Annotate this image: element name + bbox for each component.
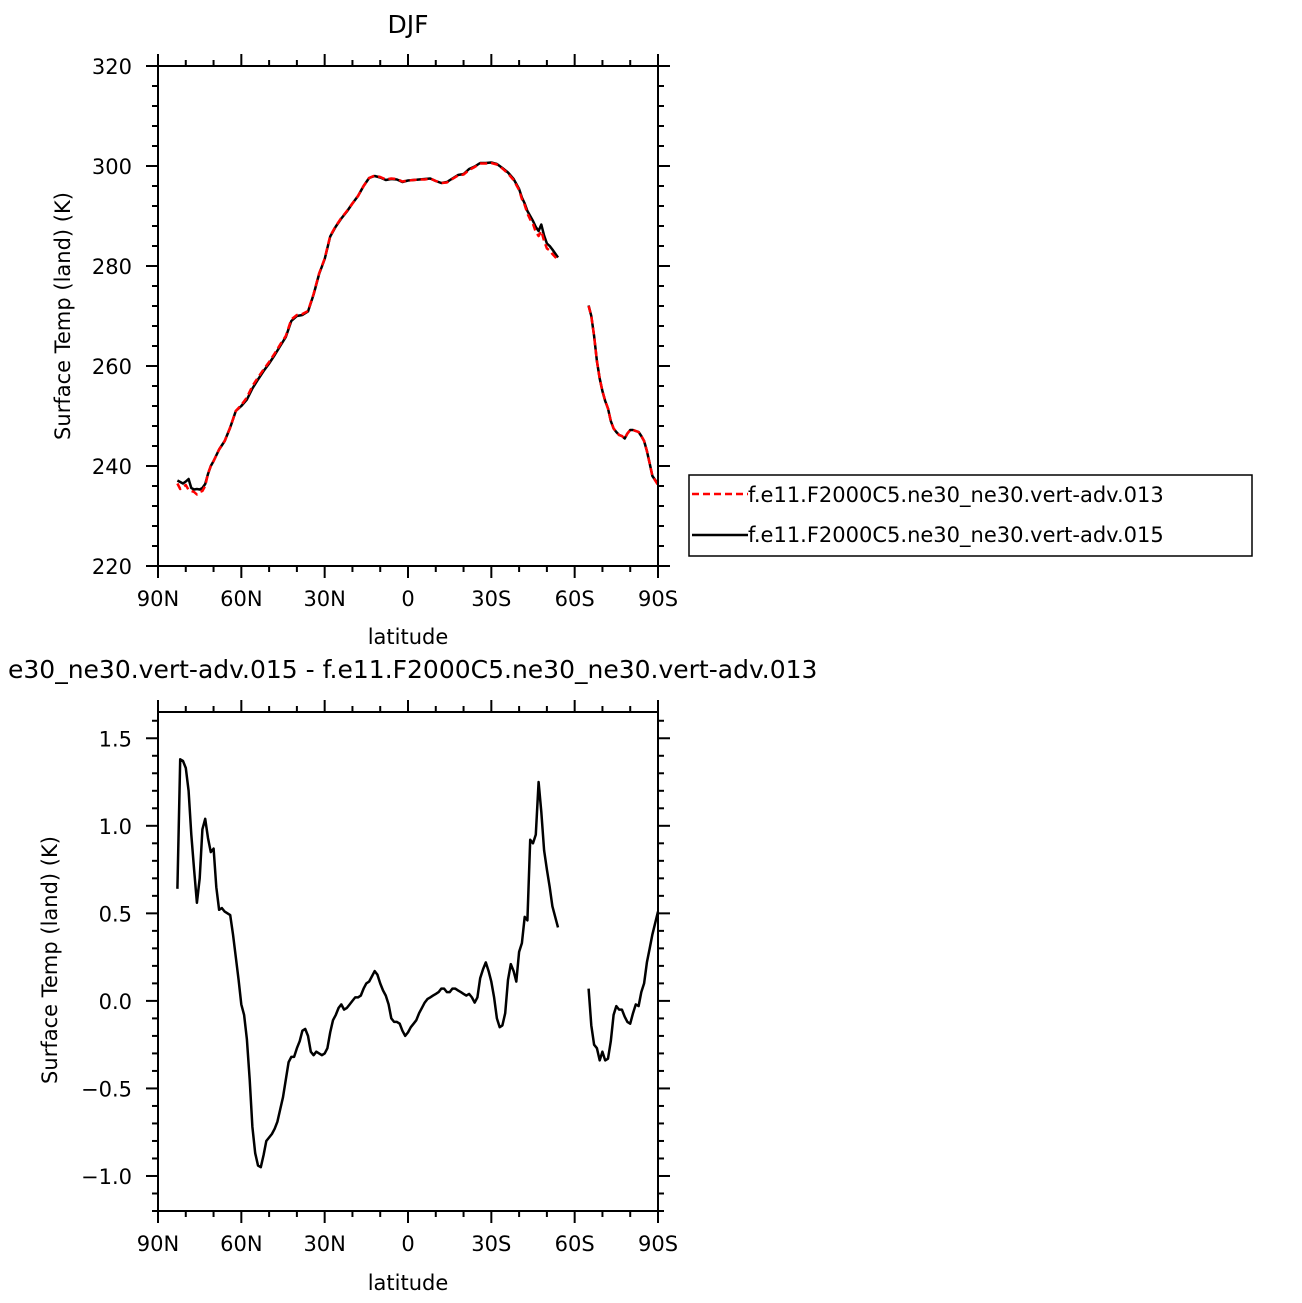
bottom-plot-lines <box>176 758 660 1169</box>
bottom-panel: e30_ne30.vert-adv.015 - f.e11.F2000C5.ne… <box>8 655 817 1295</box>
top-x-tick-label: 30N <box>303 587 345 611</box>
top-series-0-line <box>587 305 660 486</box>
top-x-tick-label: 90S <box>638 587 678 611</box>
bottom-y-tick-label: 1.5 <box>99 727 132 751</box>
top-x-tick-label: 60S <box>555 587 595 611</box>
legend: f.e11.F2000C5.ne30_ne30.vert-adv.013 f.e… <box>688 474 1253 557</box>
top-axis-ticks: 90N 60N 30N 0 30S 60S 90S 220 240 260 280 300 320 <box>92 54 678 611</box>
top-series-1-line <box>176 161 560 491</box>
bottom-axis-ticks: 90N 60N 30N 0 30S 60S 90S −1.0 −0.5 0.0 0.5 1.0 1.5 <box>81 700 678 1256</box>
bottom-plot-frame <box>157 711 659 1212</box>
top-y-tick-label: 260 <box>92 355 132 379</box>
top-x-tick-label: 60N <box>220 587 262 611</box>
bottom-x-tick-label: 90N <box>137 1232 179 1256</box>
top-plot-frame <box>157 65 659 567</box>
top-y-tick-label: 240 <box>92 455 132 479</box>
bottom-x-tick-label: 60S <box>555 1232 595 1256</box>
legend-label-013: f.e11.F2000C5.ne30_ne30.vert-adv.013 <box>748 483 1164 508</box>
top-panel: DJF latitude Surface Temp (land) (K) 90N… <box>51 10 1253 649</box>
bottom-y-axis-label: Surface Temp (land) (K) <box>38 836 62 1084</box>
top-series-0-line <box>176 161 559 496</box>
bottom-series-0-line <box>587 911 660 1062</box>
bottom-series-0-line <box>176 758 560 1169</box>
bottom-y-tick-label: 0.5 <box>99 902 132 926</box>
top-y-tick-label: 320 <box>92 55 132 79</box>
bottom-y-tick-label: 1.0 <box>99 815 132 839</box>
top-x-axis-label: latitude <box>368 625 449 649</box>
top-x-tick-label: 30S <box>471 587 511 611</box>
bottom-x-tick-label: 30N <box>303 1232 345 1256</box>
legend-label-015: f.e11.F2000C5.ne30_ne30.vert-adv.015 <box>748 523 1164 548</box>
top-series-1-line <box>587 305 660 485</box>
top-y-tick-label: 300 <box>92 155 132 179</box>
bottom-x-axis-label: latitude <box>368 1271 449 1295</box>
bottom-x-tick-label: 0 <box>401 1232 414 1256</box>
bottom-x-tick-label: 90S <box>638 1232 678 1256</box>
bottom-chart-title: e30_ne30.vert-adv.015 - f.e11.F2000C5.ne… <box>8 655 817 684</box>
top-chart-title: DJF <box>387 10 428 39</box>
top-y-axis-label: Surface Temp (land) (K) <box>51 192 75 440</box>
bottom-x-tick-label: 30S <box>471 1232 511 1256</box>
legend-box <box>688 474 1253 557</box>
bottom-y-tick-label: 0.0 <box>99 990 132 1014</box>
bottom-x-tick-label: 60N <box>220 1232 262 1256</box>
bottom-y-tick-label: −1.0 <box>81 1165 132 1189</box>
top-plot-lines <box>176 161 660 496</box>
top-x-tick-label: 90N <box>137 587 179 611</box>
top-y-tick-label: 280 <box>92 255 132 279</box>
top-x-tick-label: 0 <box>401 587 414 611</box>
top-y-tick-label: 220 <box>92 555 132 579</box>
bottom-y-tick-label: −0.5 <box>81 1077 132 1101</box>
